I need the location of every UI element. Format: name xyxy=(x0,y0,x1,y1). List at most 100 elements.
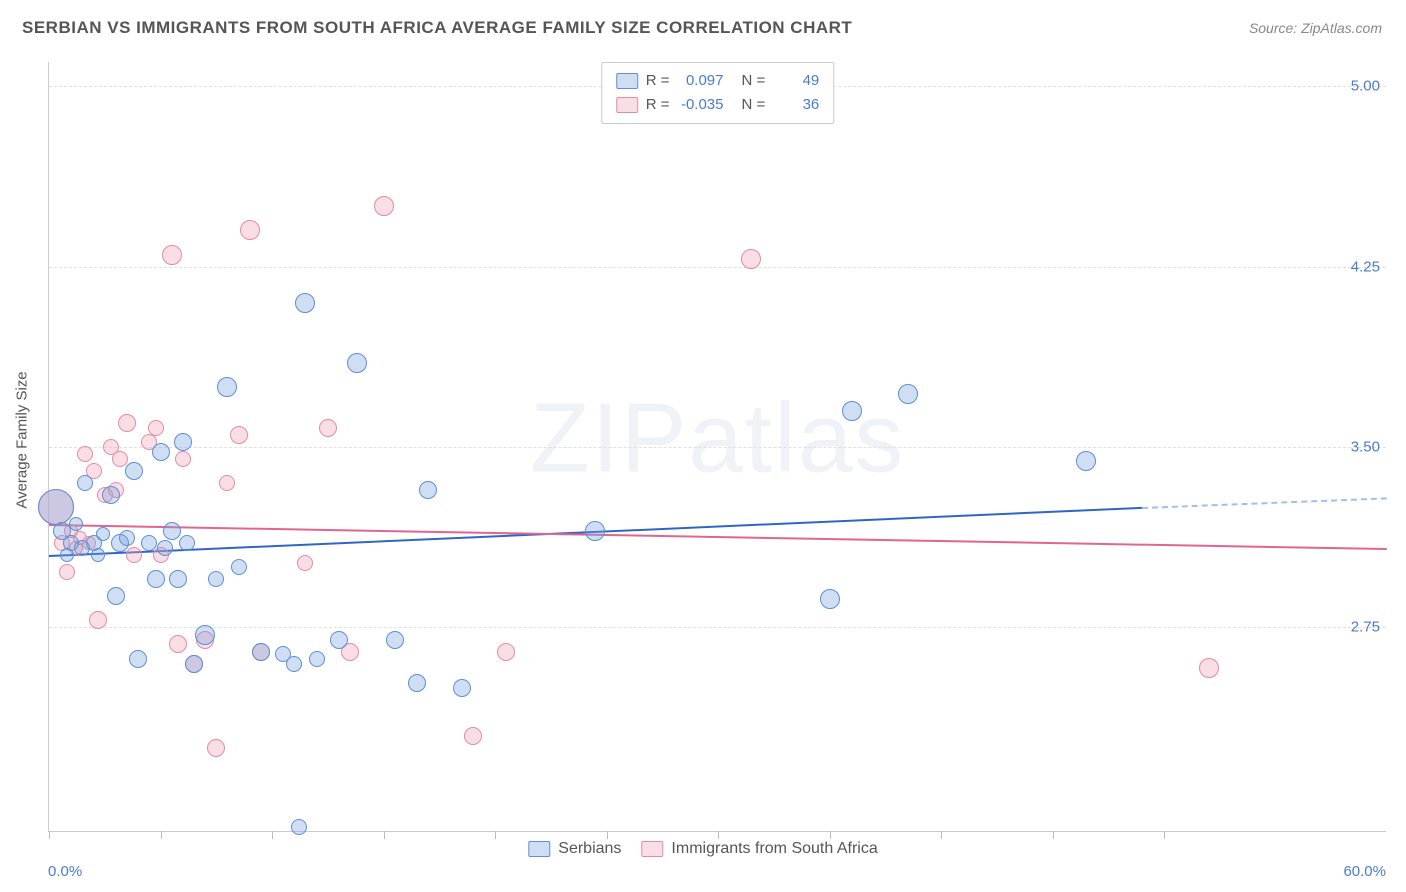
point-serbians xyxy=(163,522,181,540)
point-immigrants xyxy=(169,635,187,653)
r-value-serbians: 0.097 xyxy=(678,69,724,93)
watermark-bold: ZIP xyxy=(530,382,688,492)
r-value-immigrants: -0.035 xyxy=(678,93,724,117)
grid-line-h xyxy=(49,627,1386,628)
point-serbians xyxy=(330,631,348,649)
swatch-serbians xyxy=(616,73,638,89)
legend-label-immigrants: Immigrants from South Africa xyxy=(671,840,877,858)
point-serbians xyxy=(69,517,83,531)
plot-area: ZIPatlas R = 0.097 N = 49 R = -0.035 N =… xyxy=(48,62,1386,832)
point-serbians xyxy=(286,656,302,672)
point-serbians xyxy=(174,433,192,451)
legend-item-serbians: Serbians xyxy=(528,840,621,858)
point-serbians xyxy=(291,819,307,835)
point-serbians xyxy=(898,384,918,404)
point-immigrants xyxy=(464,727,482,745)
point-serbians xyxy=(147,570,165,588)
legend-row-serbians: R = 0.097 N = 49 xyxy=(616,69,820,93)
point-serbians xyxy=(208,571,224,587)
point-serbians xyxy=(96,527,110,541)
series-legend: Serbians Immigrants from South Africa xyxy=(528,840,877,858)
r-label: R = xyxy=(646,93,670,117)
point-serbians xyxy=(91,548,105,562)
x-axis-min-label: 0.0% xyxy=(48,863,82,880)
point-serbians xyxy=(820,589,840,609)
point-serbians xyxy=(141,535,157,551)
point-serbians xyxy=(842,401,862,421)
point-serbians xyxy=(585,521,605,541)
point-serbians xyxy=(195,625,215,645)
point-serbians xyxy=(77,475,93,491)
point-serbians xyxy=(102,486,120,504)
watermark: ZIPatlas xyxy=(530,381,905,494)
point-serbians xyxy=(217,377,237,397)
point-immigrants xyxy=(175,451,191,467)
source-attribution: Source: ZipAtlas.com xyxy=(1249,20,1382,36)
trend-serbians-dashed xyxy=(1142,498,1387,510)
point-serbians xyxy=(347,353,367,373)
x-tick xyxy=(1164,831,1165,839)
point-serbians xyxy=(60,548,74,562)
n-label: N = xyxy=(742,69,766,93)
point-immigrants xyxy=(59,564,75,580)
point-serbians xyxy=(107,587,125,605)
x-tick xyxy=(384,831,385,839)
x-tick xyxy=(1053,831,1054,839)
y-tick-label: 3.50 xyxy=(1351,439,1380,456)
point-serbians xyxy=(231,559,247,575)
point-serbians xyxy=(252,643,270,661)
swatch-serbians xyxy=(528,841,550,857)
x-tick xyxy=(941,831,942,839)
legend-label-serbians: Serbians xyxy=(558,840,621,858)
point-serbians xyxy=(185,655,203,673)
point-serbians xyxy=(38,489,74,525)
point-immigrants xyxy=(118,414,136,432)
x-tick xyxy=(272,831,273,839)
point-serbians xyxy=(119,530,135,546)
point-serbians xyxy=(408,674,426,692)
n-value-serbians: 49 xyxy=(773,69,819,93)
x-axis-max-label: 60.0% xyxy=(1343,863,1386,880)
x-tick xyxy=(607,831,608,839)
grid-line-h xyxy=(49,267,1386,268)
correlation-legend: R = 0.097 N = 49 R = -0.035 N = 36 xyxy=(601,62,835,124)
point-serbians xyxy=(179,535,195,551)
point-serbians xyxy=(125,462,143,480)
point-immigrants xyxy=(89,611,107,629)
point-immigrants xyxy=(1199,658,1219,678)
point-immigrants xyxy=(77,446,93,462)
point-serbians xyxy=(453,679,471,697)
point-serbians xyxy=(169,570,187,588)
y-tick-label: 2.75 xyxy=(1351,619,1380,636)
point-immigrants xyxy=(240,220,260,240)
grid-line-h xyxy=(49,447,1386,448)
point-serbians xyxy=(309,651,325,667)
point-immigrants xyxy=(374,196,394,216)
point-serbians xyxy=(295,293,315,313)
point-immigrants xyxy=(497,643,515,661)
swatch-immigrants xyxy=(641,841,663,857)
swatch-immigrants xyxy=(616,97,638,113)
x-tick xyxy=(49,831,50,839)
point-serbians xyxy=(129,650,147,668)
point-immigrants xyxy=(207,739,225,757)
point-immigrants xyxy=(219,475,235,491)
y-axis-title: Average Family Size xyxy=(14,371,31,508)
point-serbians xyxy=(157,540,173,556)
point-immigrants xyxy=(297,555,313,571)
point-serbians xyxy=(1076,451,1096,471)
point-immigrants xyxy=(126,547,142,563)
point-serbians xyxy=(419,481,437,499)
point-immigrants xyxy=(148,420,164,436)
watermark-light: atlas xyxy=(688,382,905,492)
n-label: N = xyxy=(742,93,766,117)
x-tick xyxy=(495,831,496,839)
x-tick xyxy=(161,831,162,839)
y-tick-label: 5.00 xyxy=(1351,78,1380,95)
point-immigrants xyxy=(741,249,761,269)
x-tick xyxy=(830,831,831,839)
y-tick-label: 4.25 xyxy=(1351,258,1380,275)
legend-item-immigrants: Immigrants from South Africa xyxy=(641,840,877,858)
point-immigrants xyxy=(230,426,248,444)
point-serbians xyxy=(152,443,170,461)
